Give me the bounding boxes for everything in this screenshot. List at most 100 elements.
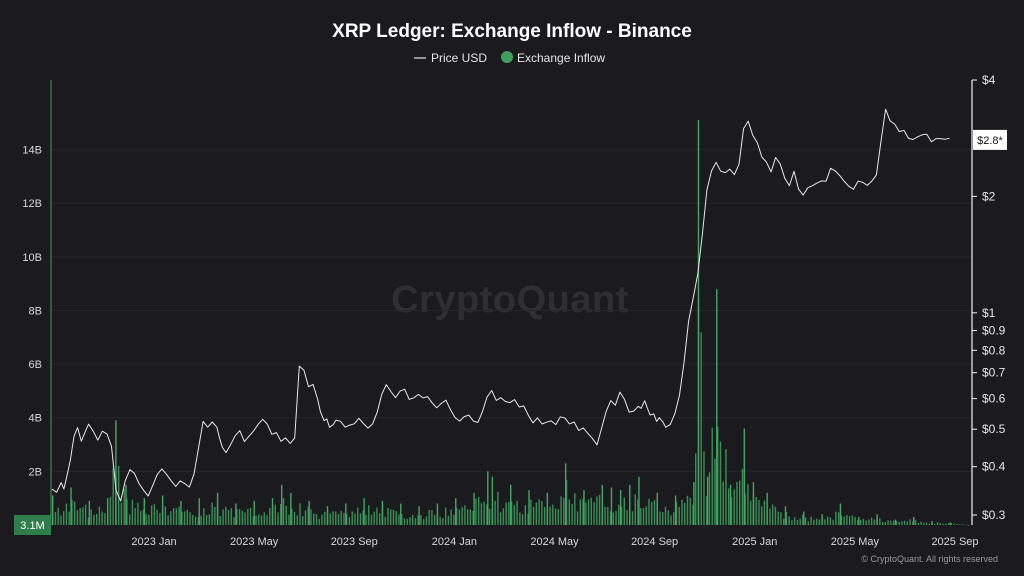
inflow-bar (409, 517, 411, 525)
inflow-bar (161, 495, 164, 525)
inflow-bar (225, 506, 227, 525)
inflow-bar (968, 524, 970, 526)
inflow-bar (104, 513, 106, 525)
inflow-bar (357, 507, 359, 525)
inflow-bar (453, 514, 455, 525)
inflow-bar (332, 511, 334, 525)
inflow-bar (909, 519, 911, 525)
inflow-bar (835, 511, 837, 525)
right-tick-label: $0.4 (982, 460, 1006, 474)
inflow-bar (271, 498, 274, 525)
inflow-bar (807, 521, 810, 525)
x-tick-label: 2023 Jan (131, 536, 176, 548)
inflow-bar (420, 515, 422, 525)
legend-inflow-label[interactable]: Exchange Inflow (517, 51, 605, 65)
inflow-bar (431, 509, 433, 525)
inflow-bar (293, 511, 296, 525)
inflow-bar (180, 500, 182, 525)
inflow-bar (436, 503, 439, 525)
inflow-bar (181, 511, 183, 525)
inflow-bar (109, 496, 112, 525)
inflow-bar (488, 508, 491, 525)
inflow-bar (497, 491, 499, 525)
inflow-bar (815, 518, 818, 525)
watermark: CryptoQuant (391, 279, 629, 321)
inflow-bar (491, 476, 494, 525)
inflow-bar (241, 510, 244, 525)
inflow-bar (244, 512, 246, 525)
inflow-bar (123, 488, 125, 525)
inflow-bar (638, 476, 640, 525)
x-tick-label: 2023 May (230, 536, 279, 548)
inflow-bar (348, 517, 351, 525)
inflow-bar (777, 511, 779, 525)
inflow-bar (703, 451, 705, 525)
inflow-bar (596, 496, 598, 525)
inflow-bar (422, 519, 425, 525)
inflow-bar (266, 515, 268, 525)
inflow-bar (626, 510, 628, 525)
inflow-bar (487, 471, 489, 525)
inflow-bar (203, 508, 205, 525)
legend-price-label[interactable]: Price USD (431, 51, 487, 65)
inflow-bar (686, 495, 689, 525)
inflow-bar (803, 511, 805, 525)
inflow-bar (106, 498, 109, 525)
inflow-bar (766, 492, 768, 525)
inflow-bar (343, 512, 345, 525)
left-tick-label: 14B (22, 145, 42, 157)
chart-title: XRP Ledger: Exchange Inflow - Binance (332, 21, 692, 42)
inflow-bar (857, 520, 859, 525)
inflow-bar (214, 507, 216, 525)
inflow-bar (785, 511, 788, 525)
inflow-bar (112, 468, 114, 525)
inflow-bar (956, 524, 958, 525)
inflow-bar (546, 492, 549, 525)
inflow-bar (281, 484, 283, 525)
current-inflow-badge-label: 3.1M (20, 520, 44, 532)
inflow-bar (826, 516, 829, 525)
inflow-bar (175, 508, 178, 525)
inflow-bar (552, 504, 554, 525)
inflow-bar (263, 512, 265, 525)
inflow-bar (477, 496, 480, 525)
inflow-bar (755, 497, 757, 525)
inflow-bar (82, 507, 84, 525)
inflow-bar (150, 505, 153, 525)
inflow-bar (711, 427, 713, 525)
right-tick-label: $0.5 (982, 422, 1006, 436)
inflow-bar (796, 519, 799, 525)
inflow-bar (716, 289, 718, 525)
inflow-bar (68, 511, 70, 525)
inflow-bar (308, 500, 310, 525)
inflow-bar (692, 504, 694, 525)
inflow-bar (148, 514, 150, 525)
inflow-bar (128, 514, 131, 525)
inflow-bar (79, 507, 81, 525)
inflow-bar (115, 420, 117, 525)
inflow-bar (607, 506, 609, 525)
inflow-bar (637, 499, 639, 525)
inflow-bar (837, 512, 840, 525)
inflow-bar (774, 506, 777, 525)
gridlines (52, 149, 972, 472)
inflow-bar (93, 515, 95, 525)
inflow-bar (618, 504, 620, 525)
inflow-bar (455, 507, 458, 525)
inflow-bar (894, 519, 897, 525)
inflow-bar (200, 515, 202, 525)
inflow-bar (788, 516, 790, 525)
inflow-bar (70, 487, 72, 525)
inflow-bar (307, 506, 309, 525)
inflow-bar (538, 499, 540, 525)
inflow-bar (417, 515, 419, 525)
inflow-bar (862, 518, 865, 525)
inflow-bar (758, 500, 760, 525)
copyright: © CryptoQuant. All rights reserved (861, 554, 998, 564)
left-tick-label: 12B (22, 198, 42, 210)
inflow-bar (54, 511, 57, 525)
inflow-bar (799, 518, 801, 525)
inflow-bar (752, 482, 755, 525)
inflow-bar (947, 522, 950, 525)
inflow-bar (936, 522, 939, 525)
